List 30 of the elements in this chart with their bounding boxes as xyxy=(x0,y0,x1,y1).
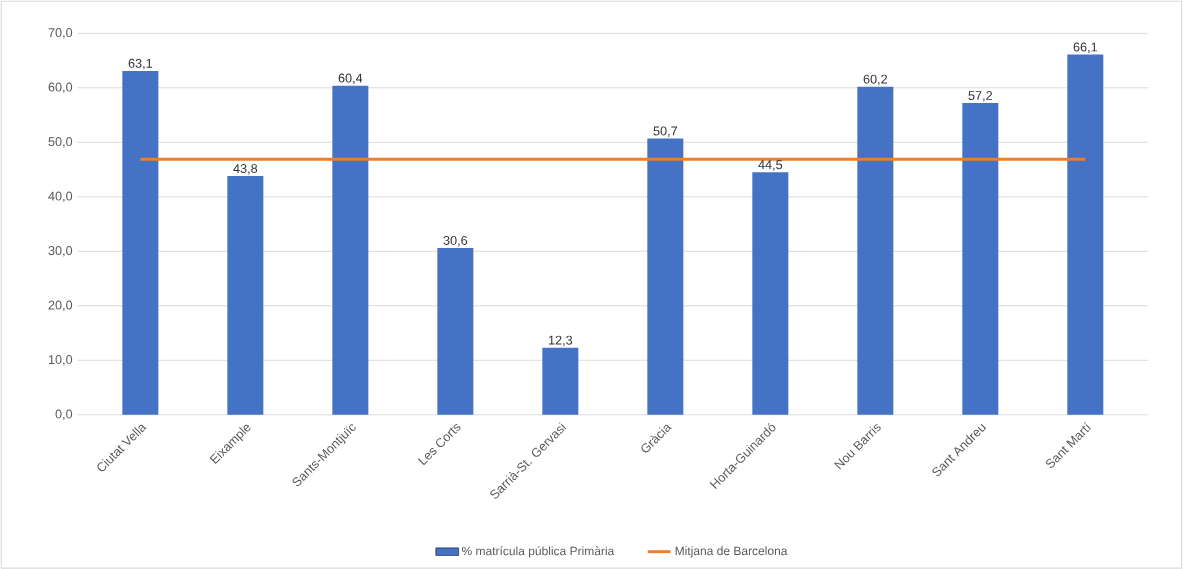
bar xyxy=(122,70,159,415)
bar xyxy=(437,247,474,415)
data-label: 30,6 xyxy=(443,235,468,247)
legend-label: Mitjana de Barcelona xyxy=(675,546,788,558)
bar xyxy=(752,172,789,415)
data-label: 50,7 xyxy=(653,126,678,137)
legend-label: % matrícula pública Primària xyxy=(461,546,615,558)
y-tick-label: 10,0 xyxy=(48,354,73,366)
y-tick-label: 50,0 xyxy=(48,136,73,148)
data-label: 12,3 xyxy=(548,335,573,346)
bar xyxy=(332,85,369,415)
y-tick-label: 20,0 xyxy=(48,300,73,311)
bar xyxy=(857,86,894,415)
data-label: 44,5 xyxy=(758,160,783,171)
y-tick-label: 40,0 xyxy=(48,191,73,202)
data-label: 57,2 xyxy=(968,90,993,102)
data-label: 60,2 xyxy=(863,74,888,85)
data-label: 66,1 xyxy=(1073,42,1098,53)
data-label: 60,4 xyxy=(338,73,363,84)
y-tick-label: 70,0 xyxy=(48,27,73,39)
bar xyxy=(542,347,579,415)
y-tick-label: 30,0 xyxy=(48,245,73,257)
bar xyxy=(227,175,264,415)
y-tick-label: 0,0 xyxy=(55,409,73,420)
bar xyxy=(962,102,999,415)
y-tick-label: 60,0 xyxy=(48,82,73,93)
data-label: 63,1 xyxy=(128,58,153,70)
bar xyxy=(647,138,684,415)
bar xyxy=(1067,54,1104,415)
data-label: 43,8 xyxy=(233,163,258,175)
